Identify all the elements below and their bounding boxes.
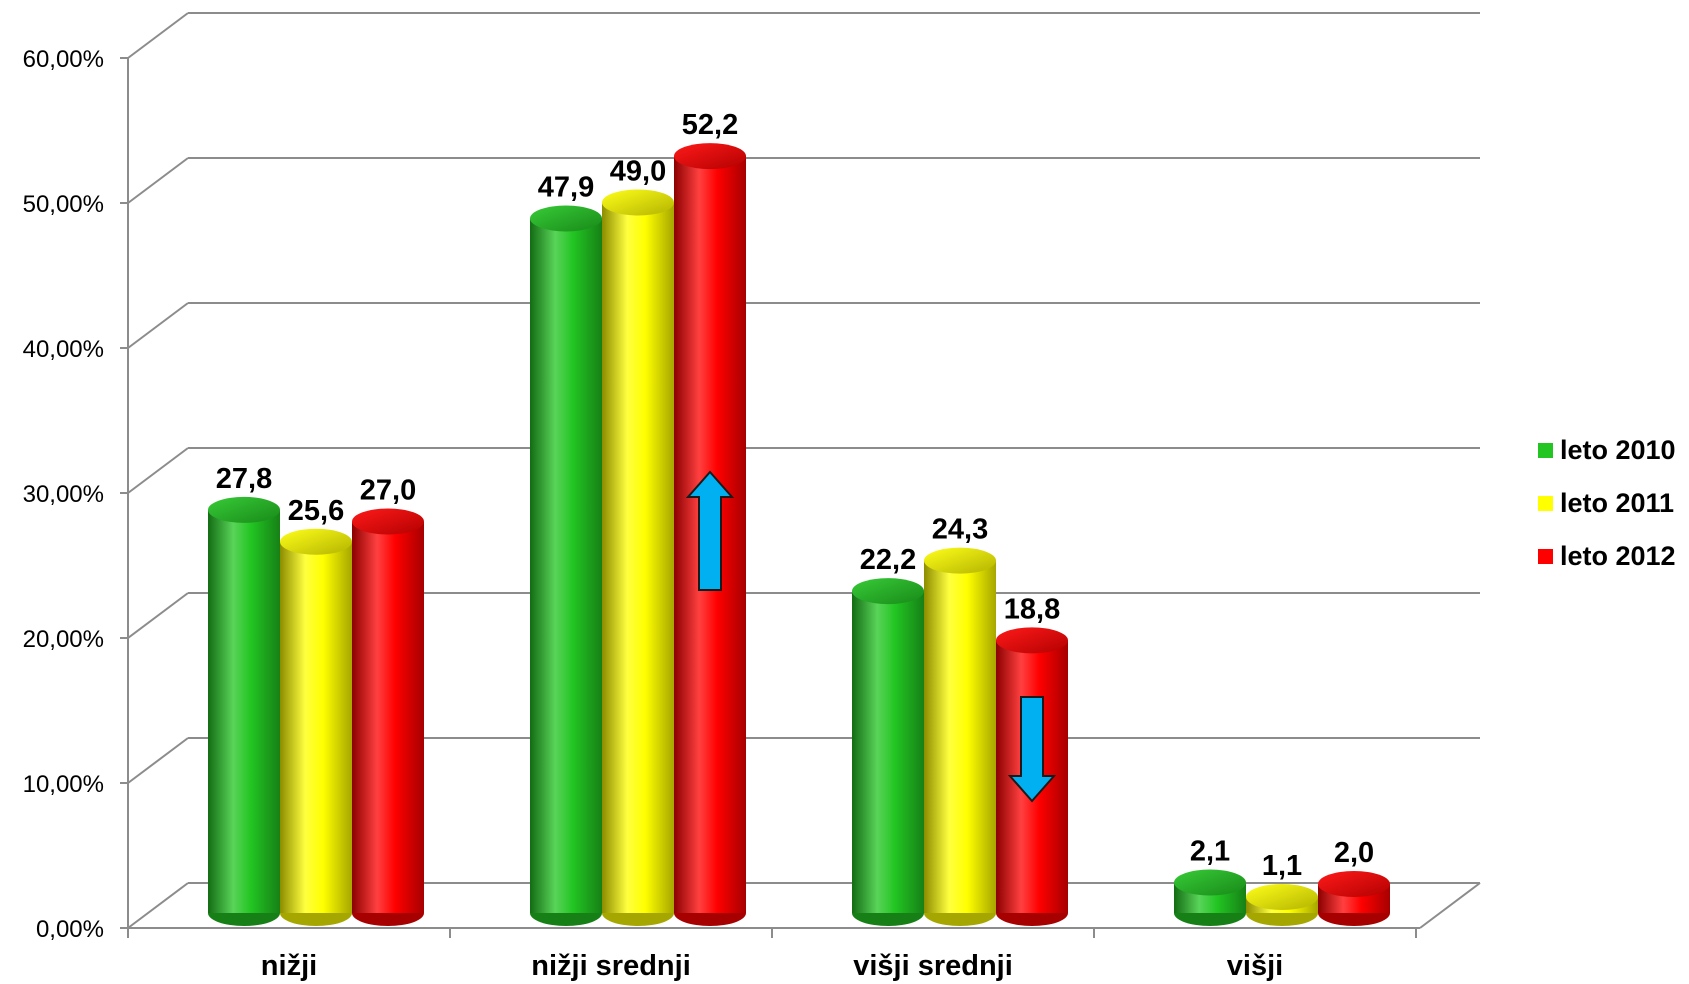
bar <box>924 547 996 926</box>
gridline-side <box>127 12 189 59</box>
data-label: 49,0 <box>610 156 666 188</box>
y-tick-label: 60,00% <box>23 46 104 73</box>
data-label: 18,8 <box>1004 593 1060 625</box>
y-tick-label: 50,00% <box>23 191 104 218</box>
x-tick-label: višji srednji <box>853 950 1013 982</box>
gridline-side <box>127 302 189 349</box>
gridline-side <box>127 737 189 784</box>
y-tick-label: 30,00% <box>23 481 104 508</box>
down-arrow-icon <box>1007 696 1057 803</box>
legend-label: leto 2012 <box>1560 541 1676 571</box>
x-tick-label: nižji srednji <box>531 950 691 982</box>
legend-item: leto 2012 <box>1538 530 1676 583</box>
gridline-side <box>127 157 189 204</box>
legend-swatch <box>1538 443 1553 458</box>
data-labels: 27,8 25,6 27,0 47,9 49,0 52,2 22,2 24,3 18,8 2,1 1… <box>216 109 1374 882</box>
bar <box>1246 884 1318 926</box>
data-label: 27,8 <box>216 463 272 495</box>
legend-item: leto 2011 <box>1538 477 1676 530</box>
bar <box>852 578 924 926</box>
legend-item: leto 2010 <box>1538 424 1676 477</box>
gridline-side <box>127 447 189 494</box>
gridline-side <box>127 882 189 929</box>
legend-label: leto 2011 <box>1560 488 1675 518</box>
data-label: 47,9 <box>538 171 594 203</box>
bar <box>1318 871 1390 926</box>
bar <box>208 496 280 926</box>
x-tick-label: višji <box>1227 950 1283 982</box>
axes: 0,00% 10,00% 20,00% 30,00% 40,00% 50,00% 60,00… <box>23 46 1481 982</box>
up-arrow-icon <box>685 470 735 591</box>
bar <box>602 189 674 926</box>
annotation-arrows <box>685 470 1057 803</box>
data-label: 2,1 <box>1190 836 1230 868</box>
legend-label: leto 2010 <box>1560 435 1676 465</box>
data-label: 2,0 <box>1334 837 1374 869</box>
legend-swatch <box>1538 549 1553 564</box>
y-tick-label: 0,00% <box>36 916 104 943</box>
data-label: 52,2 <box>682 109 738 141</box>
data-label: 1,1 <box>1262 850 1302 882</box>
y-tick-label: 20,00% <box>23 626 104 653</box>
bar <box>352 508 424 926</box>
x-tick-label: nižji <box>261 950 317 982</box>
floor-right-edge <box>1419 882 1481 929</box>
bar <box>280 528 352 926</box>
legend-swatch <box>1538 496 1553 511</box>
bars <box>208 143 1390 926</box>
y-tick-label: 40,00% <box>23 336 104 363</box>
bar <box>1174 869 1246 926</box>
data-label: 27,0 <box>360 475 416 507</box>
data-label: 22,2 <box>860 544 916 576</box>
bar <box>530 205 602 926</box>
legend: leto 2010 leto 2011 leto 2012 <box>1538 424 1676 583</box>
gridline-side <box>127 592 189 639</box>
data-label: 25,6 <box>288 495 344 527</box>
y-tick-label: 10,00% <box>23 771 104 798</box>
data-label: 24,3 <box>932 514 988 546</box>
